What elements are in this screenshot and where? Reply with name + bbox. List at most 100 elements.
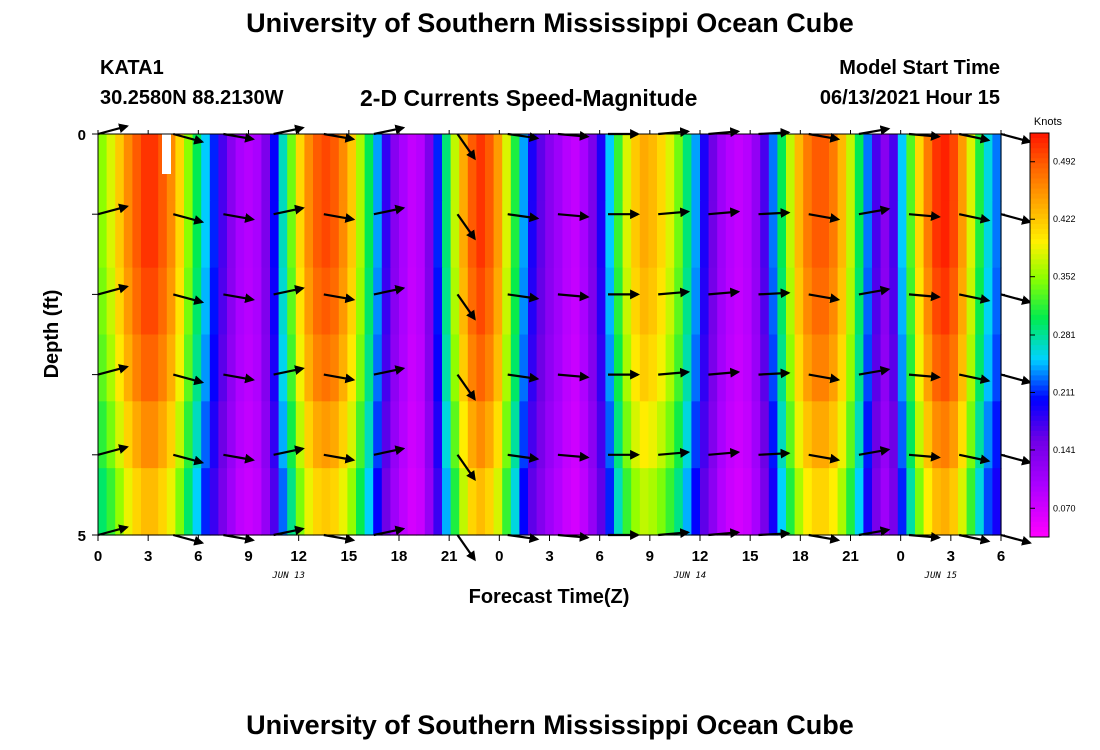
heat-cell	[545, 267, 555, 336]
heat-cell	[725, 468, 735, 536]
heat-cell	[227, 468, 237, 536]
heat-cell	[304, 468, 314, 536]
heat-cell	[536, 134, 546, 202]
heat-cell	[476, 401, 486, 469]
heat-cell	[682, 267, 692, 336]
heat-cell	[201, 334, 211, 402]
heat-cell	[115, 401, 125, 469]
heat-cell	[416, 334, 426, 402]
current-vector	[858, 285, 891, 296]
heat-cell	[381, 468, 391, 536]
colorbar-swatch	[1030, 198, 1049, 205]
heat-cell	[880, 134, 890, 202]
heat-cell	[966, 134, 976, 202]
heat-cell	[803, 134, 813, 202]
heat-cell	[665, 200, 675, 269]
heat-cell	[777, 401, 787, 469]
heat-cell	[192, 401, 202, 469]
speed-heatmap	[98, 134, 1002, 536]
heat-cell	[932, 267, 942, 336]
heat-cell	[614, 134, 624, 202]
heat-cell	[708, 267, 718, 336]
heat-cell	[218, 267, 228, 336]
heat-cell	[338, 334, 348, 402]
heat-cell	[175, 267, 185, 336]
current-vector	[758, 208, 791, 218]
heat-cell	[218, 401, 228, 469]
colorbar-swatch	[1030, 133, 1049, 139]
heat-cell	[244, 401, 254, 469]
current-vector	[273, 365, 305, 376]
heat-cell	[983, 334, 993, 402]
heat-cell	[958, 200, 968, 269]
heat-cell	[743, 267, 753, 336]
colorbar-swatch	[1030, 203, 1049, 210]
heat-cell	[321, 267, 331, 336]
heat-cell	[141, 200, 151, 269]
heat-cell	[519, 468, 529, 536]
date-label: JUN 15	[924, 571, 958, 581]
heat-cell	[958, 401, 968, 469]
heat-cell	[562, 134, 572, 202]
current-vector	[808, 373, 841, 384]
colorbar-swatch	[1030, 193, 1049, 200]
heat-cell	[424, 134, 434, 202]
heat-cell	[519, 134, 529, 202]
heat-cell	[751, 334, 761, 402]
heat-cell	[493, 334, 503, 402]
heat-cell	[863, 200, 873, 269]
heat-cell	[734, 468, 744, 536]
colorbar-swatch	[1030, 294, 1049, 301]
heat-cell	[485, 267, 495, 336]
heat-cell	[545, 200, 555, 269]
colorbar-swatch	[1030, 269, 1049, 275]
heat-cell	[244, 200, 254, 269]
heat-cell	[313, 334, 323, 402]
heat-cell	[717, 200, 727, 269]
heat-cell	[528, 200, 538, 269]
heat-cell	[175, 134, 185, 202]
current-vector	[273, 284, 305, 296]
current-vector	[908, 291, 941, 302]
current-vector	[507, 452, 540, 463]
heat-cell	[459, 267, 469, 336]
heat-cell	[493, 267, 503, 336]
heat-cell	[579, 334, 589, 402]
heat-cell	[725, 267, 735, 336]
current-vector	[507, 132, 540, 142]
heat-cell	[433, 401, 443, 469]
colorbar-swatch	[1030, 496, 1049, 503]
heat-cell	[235, 468, 245, 536]
current-vector	[858, 365, 891, 376]
current-vector	[557, 371, 590, 382]
heat-cell	[278, 267, 288, 336]
heat-cell	[639, 334, 649, 402]
colorbar-swatch	[1030, 249, 1049, 255]
colorbar-swatch	[1030, 430, 1049, 437]
heat-cell	[450, 401, 460, 469]
heat-cell	[648, 468, 658, 536]
heat-cell	[983, 134, 993, 202]
current-vector	[456, 133, 476, 161]
heat-cell	[708, 200, 718, 269]
heat-cell	[579, 200, 589, 269]
heat-cell	[235, 401, 245, 469]
current-vector	[223, 293, 255, 304]
colorbar-swatch	[1030, 415, 1049, 422]
heat-cell	[751, 200, 761, 269]
chart-subtitle: 2-D Currents Speed-Magnitude	[360, 85, 698, 111]
x-tick-label: 3	[545, 548, 553, 565]
heat-cell	[992, 401, 1002, 469]
heat-cell	[958, 334, 968, 402]
heat-cell	[880, 267, 890, 336]
heat-cell	[889, 200, 899, 269]
heat-cell	[424, 468, 434, 536]
heat-cell	[485, 334, 495, 402]
heat-cell	[846, 334, 856, 402]
heat-cell	[141, 334, 151, 402]
heat-cell	[768, 401, 778, 469]
heat-cell	[98, 401, 108, 469]
heat-cell	[863, 468, 873, 536]
heat-cell	[872, 468, 882, 536]
heat-cell	[338, 401, 348, 469]
